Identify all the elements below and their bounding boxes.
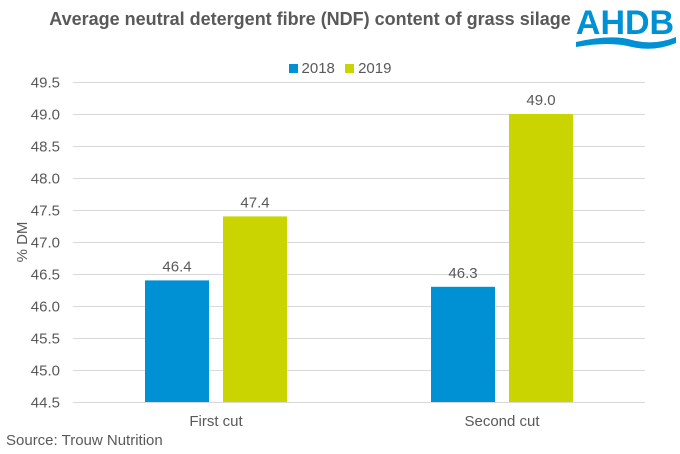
- data-label: 49.0: [526, 92, 555, 109]
- legend-label-2019: 2019: [358, 60, 392, 77]
- y-tick-label: 46.5: [31, 267, 60, 284]
- data-label: 46.3: [448, 265, 477, 282]
- bar-2019-second-cut: [509, 114, 573, 402]
- y-tick-label: 45.0: [31, 363, 60, 380]
- bar-2019-first-cut: [223, 216, 287, 402]
- data-label: 47.4: [240, 194, 269, 211]
- legend-item-2018: 2018: [288, 60, 335, 77]
- y-tick-label: 47.5: [31, 203, 60, 220]
- x-tick-label: First cut: [189, 413, 243, 430]
- logo-text: AHDB: [576, 4, 674, 42]
- y-tick-label: 44.5: [31, 395, 60, 412]
- legend-swatch-2018: [288, 64, 298, 73]
- y-tick-label: 48.0: [31, 171, 60, 188]
- y-tick-label: 47.0: [31, 235, 60, 252]
- source-note: Source: Trouw Nutrition: [6, 432, 163, 449]
- data-label: 46.4: [162, 258, 191, 275]
- legend: 2018 2019: [0, 60, 680, 77]
- bar-2018-first-cut: [145, 280, 209, 402]
- chart-title: Average neutral detergent fibre (NDF) co…: [49, 9, 571, 29]
- bar-2018-second-cut: [431, 286, 495, 402]
- y-tick-label: 49.5: [31, 75, 60, 92]
- ahdb-logo: AHDB: [576, 4, 676, 49]
- y-tick-label: 49.0: [31, 107, 60, 124]
- x-tick-label: Second cut: [464, 413, 540, 430]
- y-tick-label: 46.0: [31, 299, 60, 316]
- y-tick-label: 48.5: [31, 139, 60, 156]
- legend-item-2019: 2019: [345, 60, 391, 77]
- legend-swatch-2019: [345, 64, 355, 73]
- y-axis-title: % DM: [14, 222, 31, 263]
- legend-label-2018: 2018: [301, 60, 335, 77]
- y-tick-label: 45.5: [31, 331, 60, 348]
- logo-wave-icon: [576, 37, 676, 49]
